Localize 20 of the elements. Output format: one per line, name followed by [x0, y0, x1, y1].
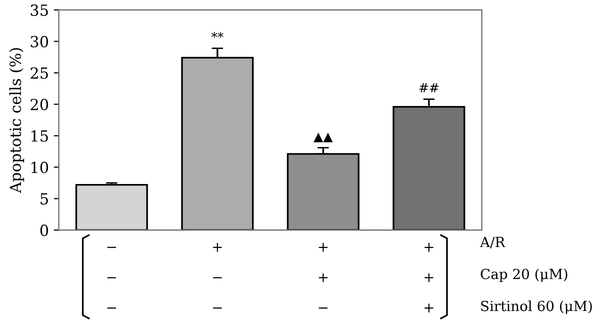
text: Sirtinol 60 (μM) [481, 300, 592, 314]
category-label: + − − [213, 243, 222, 309]
y-tick-label: 20 [30, 98, 48, 110]
y-tick-label: 25 [30, 67, 48, 79]
y-tick-label: 10 [32, 162, 48, 174]
y-axis-title: Apoptotic cells (%) [9, 48, 24, 194]
y-tick-label: 5 [40, 193, 48, 205]
text: Cap 20 (μM) [480, 268, 568, 282]
category-label: + + − [318, 243, 328, 309]
annotation: ## [419, 83, 438, 92]
annotation: ▲▲ [314, 132, 333, 142]
category-label: + + + [424, 243, 434, 312]
y-tick-label: 30 [30, 36, 48, 48]
y-tick-label: 0 [40, 224, 48, 236]
category-label: − − − [107, 246, 116, 309]
bar [75, 184, 148, 230]
y-tick-label: 15 [32, 130, 48, 142]
text: A/R [480, 236, 506, 248]
annotation: ** [211, 32, 224, 38]
y-tick-label: 35 [30, 4, 48, 16]
